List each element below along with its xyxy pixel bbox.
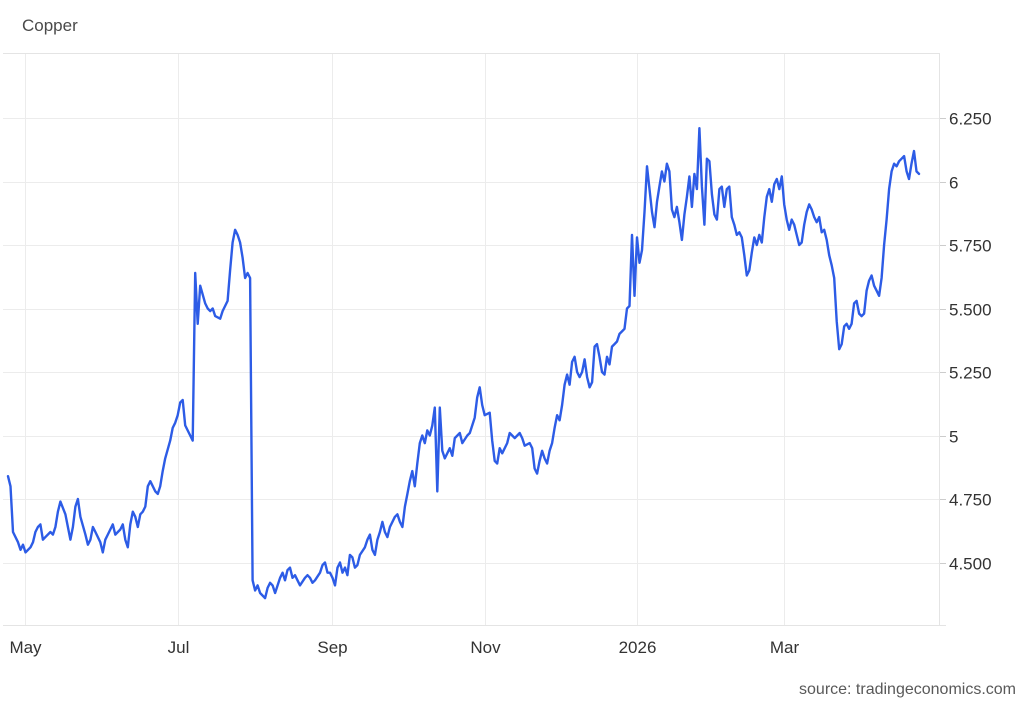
x-axis-label: 2026 [619, 638, 657, 657]
chart-plot-area[interactable] [3, 53, 939, 625]
y-axis-label: 5 [949, 428, 958, 447]
y-axis-label: 6 [949, 174, 958, 193]
y-axis-label: 5.500 [949, 301, 992, 320]
y-axis-label: 4.750 [949, 491, 992, 510]
x-axis-label: Sep [317, 638, 347, 657]
chart-title: Copper [22, 16, 78, 35]
x-axis-label: Nov [470, 638, 501, 657]
x-axis-label: Jul [168, 638, 190, 657]
x-axis-label: May [9, 638, 42, 657]
source-attribution: source: tradingeconomics.com [799, 681, 1016, 698]
y-axis-label: 6.250 [949, 110, 992, 129]
y-axis-label: 5.750 [949, 237, 992, 256]
x-axis-label: Mar [770, 638, 800, 657]
y-axis-label: 4.500 [949, 555, 992, 574]
copper-price-line [6, 126, 921, 600]
y-axis-label: 5.250 [949, 364, 992, 383]
